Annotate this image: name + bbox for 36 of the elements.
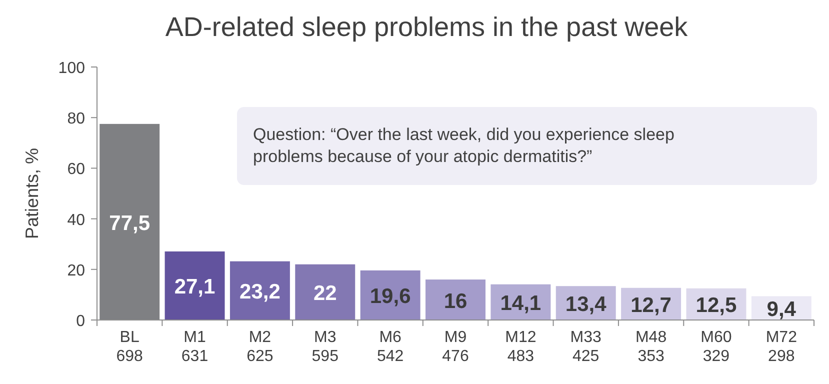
x-tick-label: M60 329 [700, 329, 732, 365]
chart-title: AD-related sleep problems in the past week [165, 12, 688, 42]
y-tick-label: 40 [67, 212, 86, 229]
y-tick-label: 80 [67, 110, 86, 128]
annotation: Question: “Over the last week, did you experience sleep problems because of your atopic dermatitis?” [253, 125, 674, 166]
x-tick-label: M12 483 [505, 329, 536, 365]
data-label: 27,1 [174, 276, 216, 299]
data-label: 12,5 [696, 294, 737, 318]
x-tick-label: M6 542 [376, 329, 404, 365]
x-tick-label: BL 698 [116, 329, 144, 365]
data-label: 77,5 [109, 212, 150, 235]
y-tick-label: 100 [58, 60, 86, 77]
x-tick-label: M2 625 [246, 329, 274, 365]
bar [230, 261, 290, 320]
data-label: 19,6 [370, 285, 411, 308]
x-tick-label: M3 595 [312, 329, 339, 365]
y-tick-label: 60 [67, 161, 86, 178]
data-label: 16 [444, 290, 468, 313]
x-tick-label: M33 425 [570, 329, 602, 365]
bar [295, 264, 356, 320]
data-label: 12,7 [630, 294, 672, 317]
x-tick-label: M72 298 [766, 329, 798, 365]
data-label: 13,4 [565, 293, 607, 316]
y-axis-title: Patients, % [22, 148, 42, 240]
data-label: 23,2 [240, 280, 280, 304]
x-tick-label: M1 631 [181, 329, 208, 365]
data-label: 14,1 [500, 292, 542, 316]
y-tick-label: 0 [76, 313, 86, 330]
bar [100, 124, 160, 320]
x-tick-label: M9 476 [442, 329, 469, 365]
bar [164, 251, 225, 320]
data-label: 9,4 [766, 298, 796, 322]
x-tick-label: M48 353 [635, 329, 667, 365]
bar [426, 280, 486, 320]
data-label: 22 [313, 282, 337, 306]
y-tick-label: 20 [67, 262, 86, 280]
